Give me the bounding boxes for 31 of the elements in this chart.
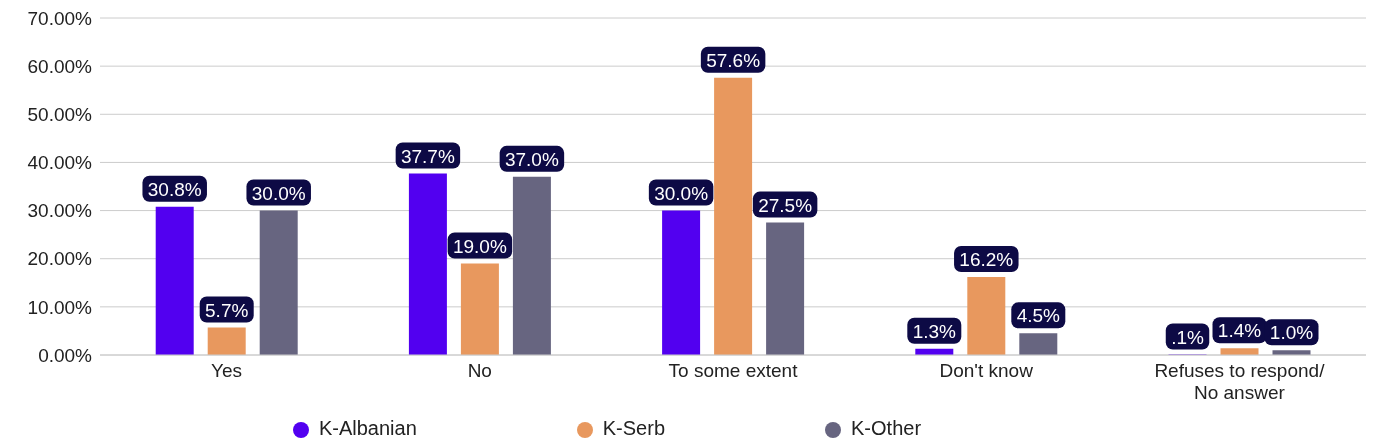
legend-label: K-Serb — [602, 417, 666, 439]
x-tick-label: Refuses to respond/ No answer — [1154, 360, 1326, 403]
x-tick-label: To some extent — [668, 360, 799, 381]
data-label: 30.0% — [251, 182, 306, 204]
data-label: 1.0% — [1269, 322, 1314, 344]
data-label: 27.5% — [758, 194, 813, 216]
y-tick-label: 30.00% — [27, 200, 93, 222]
x-tick-label: Yes — [211, 360, 243, 381]
data-label: 1.3% — [912, 320, 957, 342]
data-label: .1% — [1171, 326, 1204, 348]
data-label: 57.6% — [706, 49, 761, 71]
x-tick-label: No — [467, 360, 492, 381]
y-tick-label: 70.00% — [27, 7, 93, 29]
data-label: 4.5% — [1016, 305, 1061, 327]
data-label: 16.2% — [959, 249, 1014, 271]
legend-label: K-Albanian — [318, 417, 417, 439]
data-label: 5.7% — [205, 299, 249, 321]
y-tick-label: 20.00% — [27, 248, 93, 270]
data-label: 30.8% — [147, 178, 202, 200]
data-label: 1.4% — [1217, 320, 1262, 342]
data-label: 37.7% — [400, 145, 455, 167]
y-tick-label: 0.00% — [38, 344, 93, 366]
y-tick-label: 40.00% — [27, 152, 93, 174]
y-tick-label: 60.00% — [27, 55, 93, 77]
legend-label: K-Other — [851, 417, 922, 439]
y-tick-label: 50.00% — [27, 104, 93, 126]
data-label: 30.0% — [654, 182, 709, 204]
data-label: 37.0% — [504, 148, 559, 170]
x-tick-label: Don't know — [939, 360, 1034, 381]
y-tick-label: 10.00% — [27, 296, 93, 318]
data-label: 19.0% — [452, 235, 507, 257]
